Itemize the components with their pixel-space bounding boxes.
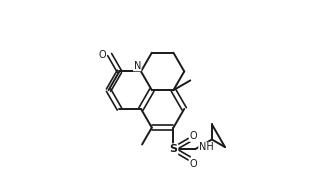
Text: O: O (98, 50, 106, 60)
Text: NH: NH (199, 142, 213, 152)
Text: N: N (133, 61, 141, 71)
Text: N: N (133, 61, 141, 71)
Text: S: S (169, 144, 177, 154)
Text: O: O (189, 131, 197, 141)
Text: O: O (189, 159, 197, 169)
